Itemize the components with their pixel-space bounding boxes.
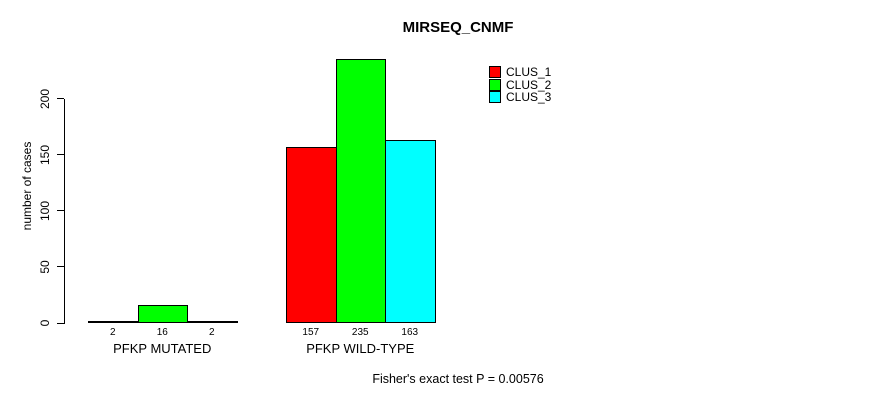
y-axis-tick — [57, 154, 64, 156]
bar-value-label: 163 — [401, 327, 419, 338]
bar-clus_1-mutated — [88, 320, 139, 323]
y-axis-line — [64, 98, 66, 324]
y-axis-tick-label: 50 — [38, 260, 52, 274]
bar-clus_2-mutated — [137, 305, 188, 323]
y-axis-tick-label: 0 — [38, 319, 52, 327]
bar-value-label: 235 — [351, 327, 369, 338]
legend-item-label: CLUS_3 — [506, 90, 552, 105]
y-axis-tick-label: 200 — [38, 88, 52, 109]
y-axis-tick-label: 100 — [38, 200, 52, 221]
y-axis-tick — [57, 210, 64, 212]
y-axis-tick — [57, 266, 64, 268]
legend-item: CLUS_3 — [489, 90, 552, 105]
legend-item: CLUS_2 — [489, 77, 552, 92]
bar-value-label: 16 — [156, 327, 168, 338]
legend-item-label: CLUS_1 — [506, 65, 552, 80]
y-axis-tick-label: 150 — [38, 144, 52, 165]
legend: CLUS_1 CLUS_2 CLUS_3 — [489, 65, 552, 105]
stat-annotation: Fisher's exact test P = 0.00576 — [372, 372, 544, 386]
y-axis-label: number of cases — [20, 141, 34, 231]
bar-clus_1-wildtype — [286, 146, 337, 323]
bar-clus_3-mutated — [187, 320, 238, 323]
chart-title: MIRSEQ_CNMF — [402, 19, 514, 36]
legend-swatch — [489, 78, 501, 91]
legend-swatch — [489, 66, 501, 79]
y-axis-tick — [57, 322, 64, 324]
legend-item-label: CLUS_2 — [506, 77, 552, 92]
bar-value-label: 2 — [109, 327, 116, 338]
bar-clus_3-wildtype — [385, 140, 436, 323]
bar-clus_2-wildtype — [335, 59, 386, 323]
category-label: PFKP WILD-TYPE — [306, 341, 415, 356]
bar-value-label: 157 — [302, 327, 320, 338]
legend-swatch — [489, 91, 501, 104]
y-axis-tick — [57, 98, 64, 99]
legend-item: CLUS_1 — [489, 65, 552, 80]
bar-value-label: 2 — [208, 327, 215, 338]
category-label: PFKP MUTATED — [113, 341, 212, 356]
